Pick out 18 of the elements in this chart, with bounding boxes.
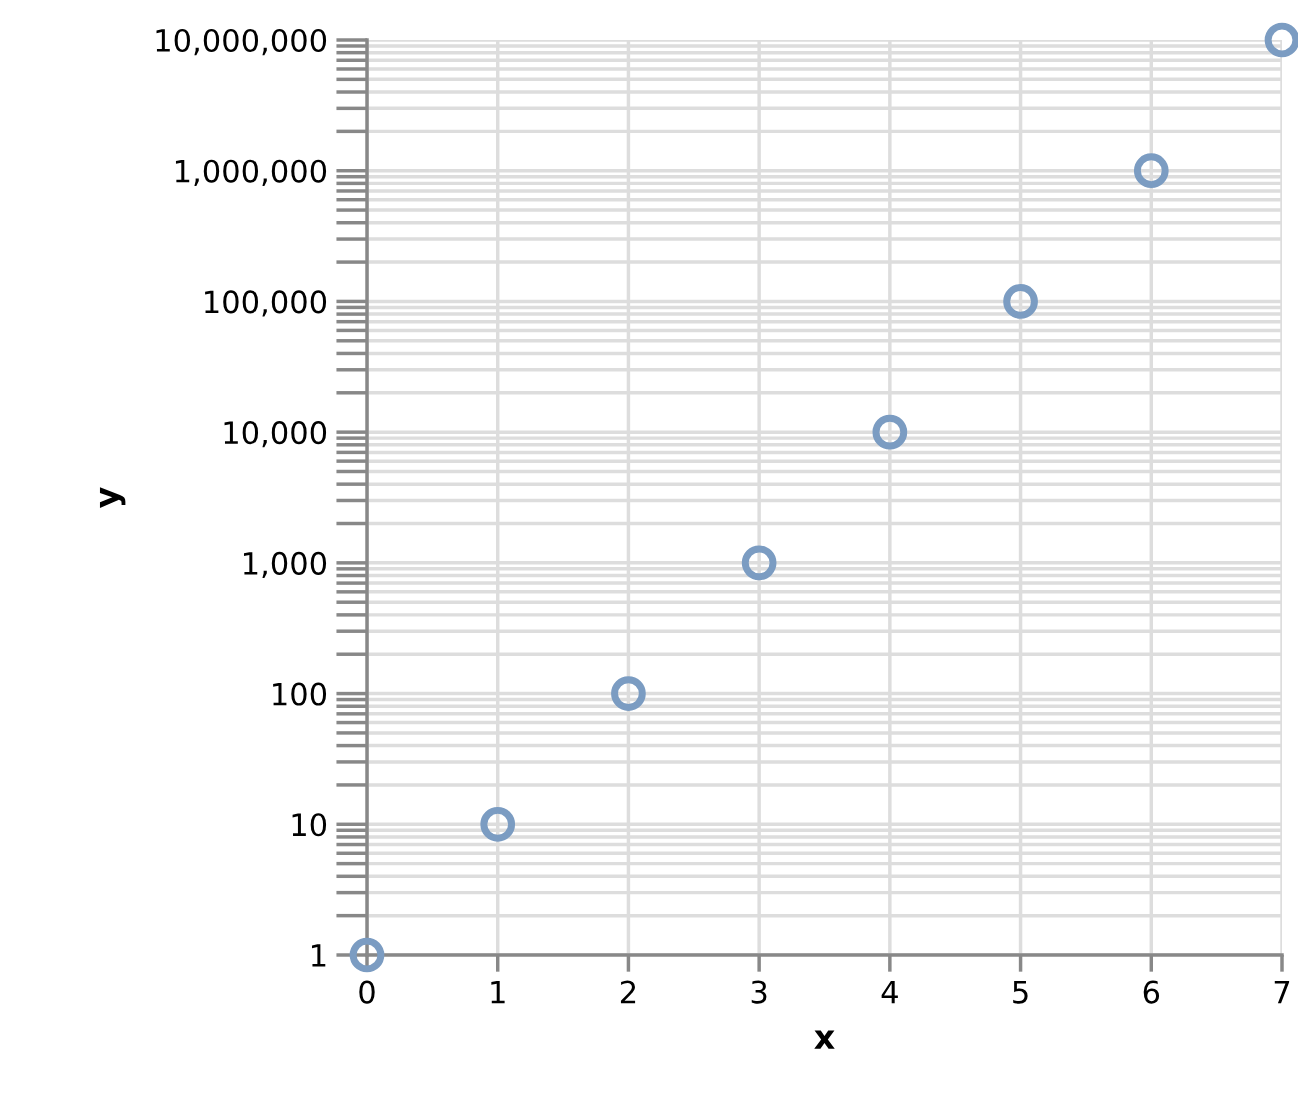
- y-tick-label: 10,000,000: [156, 28, 327, 56]
- y-tick-label: 1,000: [243, 551, 327, 579]
- x-tick-label: 4: [881, 980, 898, 1004]
- y-tick-label: 10,000: [224, 421, 327, 448]
- y-tick-label: 1: [312, 944, 326, 967]
- x-tick-label: 0: [359, 980, 375, 1004]
- x-tick-label: 7: [1274, 980, 1290, 1004]
- x-tick-label: 6: [1143, 980, 1160, 1004]
- x-tick-label: 1: [491, 980, 505, 1004]
- y-tick-label: 10: [292, 813, 327, 837]
- x-axis-title: x: [814, 1030, 835, 1049]
- y-tick-label: 1,000,000: [175, 159, 327, 186]
- y-tick-label: 100,000: [205, 290, 327, 317]
- x-tick-label: 3: [751, 980, 767, 1004]
- x-tick-label: 5: [1013, 980, 1028, 1004]
- y-axis-title: y: [99, 487, 126, 508]
- y-tick-label: 100: [273, 682, 327, 706]
- x-tick-label: 2: [620, 980, 636, 1004]
